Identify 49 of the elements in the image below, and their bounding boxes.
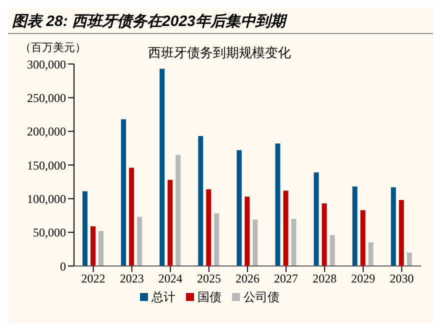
bar xyxy=(330,235,335,266)
bar xyxy=(198,136,204,266)
bar xyxy=(236,150,242,266)
x-tick-label: 2029 xyxy=(351,272,376,286)
x-tick-label: 2025 xyxy=(196,272,221,286)
y-tick-label: 250,000 xyxy=(27,90,66,105)
bar xyxy=(314,172,319,266)
bar xyxy=(160,68,165,266)
bar xyxy=(137,216,142,266)
y-tick-label: 0 xyxy=(60,259,66,274)
x-tick-label: 2030 xyxy=(390,272,414,286)
y-tick-label: 200,000 xyxy=(27,124,66,139)
bar xyxy=(252,220,258,266)
bar xyxy=(283,190,288,266)
bar xyxy=(129,168,134,266)
y-axis-title: （百万美元） xyxy=(20,40,86,55)
bar xyxy=(406,252,412,266)
x-tick-label: 2024 xyxy=(158,272,182,286)
bar xyxy=(398,200,404,266)
bar xyxy=(90,226,96,266)
legend-label: 总计 xyxy=(152,290,176,304)
x-tick-label: 2023 xyxy=(120,272,144,286)
y-tick-label: 150,000 xyxy=(27,158,66,172)
y-tick-label: 50,000 xyxy=(33,226,66,240)
bar xyxy=(322,203,327,266)
bar xyxy=(352,186,358,266)
legend-label: 公司债 xyxy=(244,290,280,304)
y-tick-label: 100,000 xyxy=(27,192,66,206)
bar xyxy=(390,187,396,266)
y-tick-label: 300,000 xyxy=(27,57,66,72)
bar xyxy=(82,191,88,266)
bar xyxy=(275,143,280,266)
x-tick-label: 2022 xyxy=(81,272,106,286)
bar xyxy=(360,210,366,266)
bar xyxy=(168,180,173,266)
chart-title: 图表 28: 西班牙债务在2023年后集中到期 xyxy=(8,8,433,34)
legend-label: 国债 xyxy=(198,290,222,304)
bar xyxy=(244,196,250,266)
bar xyxy=(214,213,220,266)
chart-subtitle: 西班牙债务到期规模变化 xyxy=(148,44,291,62)
x-tick-label: 2028 xyxy=(312,272,337,286)
x-tick-label: 2026 xyxy=(236,272,260,286)
bar xyxy=(291,218,296,266)
bar xyxy=(368,242,374,266)
bar xyxy=(98,230,104,266)
bar xyxy=(176,154,181,266)
bar xyxy=(206,189,212,266)
x-tick-label: 2027 xyxy=(274,272,298,286)
bar xyxy=(121,119,126,266)
